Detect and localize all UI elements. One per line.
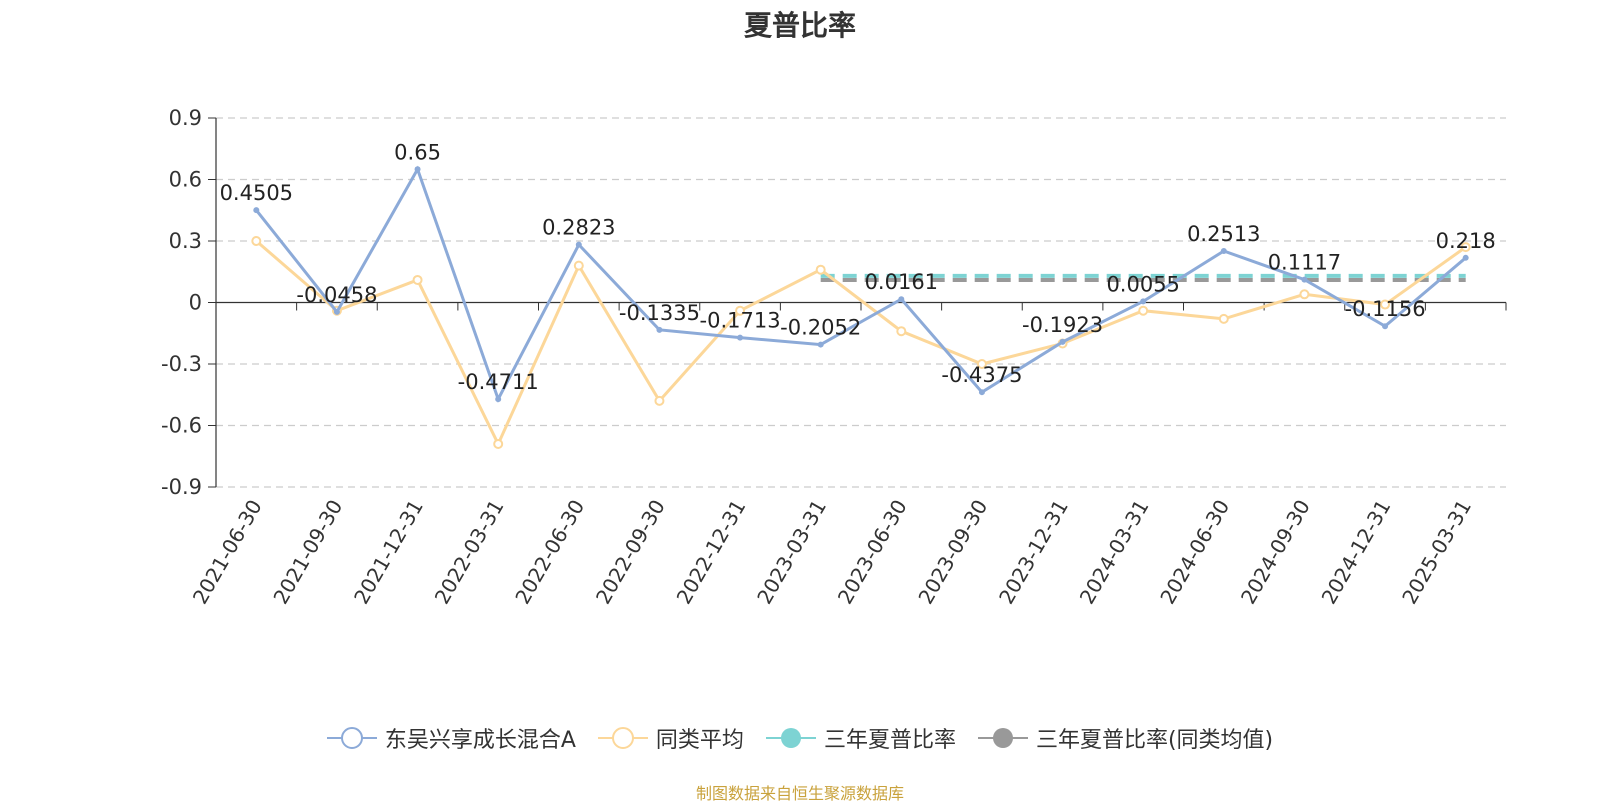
legend-item-3y-peer[interactable]: 三年夏普比率(同类均值) [977,722,1274,754]
x-tick-label: 2021-12-31 [349,496,428,609]
fund-sharpe-point [1382,323,1389,330]
fund-sharpe-point [817,341,824,348]
fund-data-label: -0.1335 [619,301,700,325]
fund-data-label: 0.2513 [1187,222,1260,246]
fund-data-label: -0.1156 [1345,297,1426,321]
peer-average-point [735,305,746,316]
legend-3y-marker [765,728,816,748]
fund-sharpe-point [1462,254,1469,261]
peer-average-point [654,395,665,406]
peer-average-point [1380,299,1391,310]
fund-sharpe-point [414,166,421,173]
legend-peer-label: 同类平均 [655,728,744,753]
fund-sharpe-point [575,241,582,248]
legend-peer-marker [597,727,648,749]
peer-average-point [1299,289,1310,300]
y-tick-label: 0.6 [169,168,202,192]
legend-item-peer-avg[interactable]: 同类平均 [597,722,744,754]
fund-data-label: 0.0161 [865,270,938,294]
x-tick-label: 2024-06-30 [1155,496,1234,609]
fund-data-label: -0.0458 [296,283,377,307]
y-tick-label: 0.9 [169,106,202,130]
fund-data-label: 0.1117 [1268,251,1341,275]
legend-fund-label: 东吴兴享成长混合A [384,728,576,753]
fund-data-label: 0.4505 [220,181,293,205]
peer-average-point [493,438,504,449]
fund-sharpe-line [255,165,1467,403]
x-tick-label: 2021-06-30 [188,496,267,609]
x-tick-label: 2022-06-30 [510,496,589,609]
fund-sharpe-point [898,296,905,303]
fund-sharpe-point [737,334,744,341]
data-source-note: 制图数据来自恒生聚源数据库 [695,784,904,803]
x-tick-label: 2024-09-30 [1236,496,1315,609]
peer-average-point [573,260,584,271]
fund-sharpe-point [656,326,663,333]
fund-data-label: -0.4711 [458,370,539,394]
fund-sharpe-point [333,308,340,315]
x-tick-label: 2024-12-31 [1316,496,1395,609]
fund-data-label: 0.65 [394,140,441,164]
peer-average-point [976,359,987,369]
x-tick-label: 2022-09-30 [591,496,670,609]
fund-sharpe-point [1140,298,1147,305]
peer-average-point [412,274,423,285]
fund-sharpe-point [978,389,985,396]
fund-sharpe-point [1220,247,1227,254]
x-tick-label: 2025-03-31 [1397,496,1476,609]
fund-sharpe-point [253,207,260,214]
x-tick-label: 2024-03-31 [1075,496,1154,609]
fund-data-label: -0.4375 [941,363,1022,387]
legend-item-fund[interactable]: 东吴兴享成长混合A [326,722,576,754]
x-tick-label: 2023-06-30 [833,496,912,609]
peer-average-point [1218,313,1229,324]
x-tick-label: 2022-03-31 [430,496,509,609]
legend-3y-peer-marker [977,728,1028,748]
legend-3y-label: 三年夏普比率 [823,728,956,753]
x-tick-label: 2021-09-30 [268,496,347,609]
peer-average-point [1460,242,1471,253]
chart-title: 夏普比率 [743,9,856,42]
peer-average-point [815,264,826,275]
x-tick-label: 2023-03-31 [752,496,831,609]
fund-data-label: -0.2052 [780,316,861,340]
x-tick-label: 2023-12-31 [994,496,1073,609]
peer-average-point [1138,305,1149,316]
x-tick-label: 2023-09-30 [913,496,992,609]
fund-sharpe-point [1059,338,1066,345]
fund-sharpe-point [495,396,502,403]
legend-item-3y-sharpe[interactable]: 三年夏普比率 [765,722,956,754]
legend-fund-marker [326,727,377,749]
y-tick-label: -0.3 [161,352,202,376]
peer-average-point [896,326,907,337]
fund-data-label: -0.1713 [700,309,781,333]
peer-average-line [255,239,1467,448]
y-tick-label: 0.3 [169,229,202,253]
y-tick-label: -0.6 [161,414,202,438]
legend-3y-peer-label: 三年夏普比率(同类均值) [1035,728,1274,753]
legend: 东吴兴享成长混合A 同类平均 三年夏普比率 三年夏普比率(同类均值) [0,722,1600,754]
x-tick-label: 2022-12-31 [671,496,750,609]
y-tick-label: 0 [189,291,202,315]
fund-sharpe-point [1301,276,1308,283]
fund-data-label: 0.218 [1436,229,1496,253]
fund-data-label: -0.1923 [1022,313,1103,337]
fund-data-label: 0.2823 [542,216,615,240]
peer-average-point [251,236,262,246]
y-tick-label: -0.9 [161,475,202,499]
fund-data-label: 0.0055 [1106,272,1179,296]
